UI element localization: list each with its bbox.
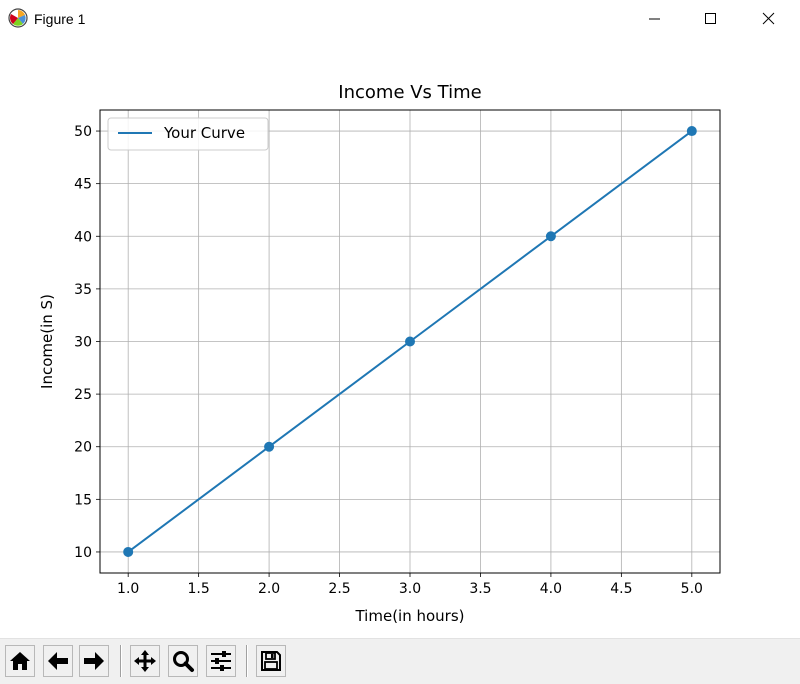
x-tick-label: 3.5 — [469, 581, 491, 597]
figure-canvas[interactable]: 1.0 1.5 2.0 2.5 3.0 3.5 4.0 4.5 5.0 10 15 20 25 30 35 4… — [0, 38, 800, 638]
y-tick-label: 25 — [74, 387, 92, 403]
y-tick-label: 40 — [74, 229, 92, 245]
matplotlib-logo-icon — [8, 8, 28, 28]
home-button[interactable] — [5, 645, 35, 677]
window-title: Figure 1 — [34, 11, 86, 27]
x-axis-label: Time(in hours) — [354, 607, 464, 625]
sliders-icon — [211, 651, 231, 671]
y-axis-label: Income(in S) — [38, 294, 56, 389]
x-tick-label: 3.0 — [399, 581, 421, 597]
minimize-icon — [649, 18, 660, 20]
legend-box — [107, 117, 269, 151]
x-tick-label: 4.5 — [610, 581, 632, 597]
minimize-button[interactable] — [632, 0, 678, 38]
chart-title: Income Vs Time — [338, 82, 481, 103]
arrow-right-icon — [84, 652, 104, 670]
y-tick-label: 50 — [74, 124, 92, 140]
data-point — [545, 231, 556, 242]
magnifier-icon — [173, 651, 194, 672]
zoom-button[interactable] — [168, 645, 198, 677]
close-button[interactable] — [746, 0, 792, 38]
back-button[interactable] — [43, 645, 73, 677]
y-tick-label: 10 — [74, 545, 92, 561]
close-icon — [762, 12, 775, 25]
y-tick-label: 35 — [74, 282, 92, 298]
navigation-toolbar — [0, 638, 800, 684]
maximize-icon — [705, 13, 716, 24]
x-tick-label: 1.0 — [117, 581, 139, 597]
home-icon — [10, 652, 30, 670]
toolbar-separator — [246, 645, 248, 677]
toolbar-separator — [120, 645, 122, 677]
line-chart: 1.0 1.5 2.0 2.5 3.0 3.5 4.0 4.5 5.0 10 15 20 25 30 35 4… — [38, 82, 721, 625]
arrow-left-icon — [48, 652, 68, 670]
y-tick-label: 20 — [74, 440, 92, 456]
configure-subplots-button[interactable] — [206, 645, 236, 677]
maximize-button[interactable] — [688, 0, 734, 38]
x-tick-label: 4.0 — [540, 581, 562, 597]
x-tick-label: 2.0 — [258, 581, 280, 597]
x-tick-label: 5.0 — [681, 581, 703, 597]
data-point — [686, 126, 697, 137]
forward-button[interactable] — [79, 645, 109, 677]
data-point — [123, 546, 134, 557]
axes-frame — [99, 109, 721, 574]
move-icon — [134, 650, 156, 672]
x-tick-label: 1.5 — [188, 581, 210, 597]
y-tick-label: 30 — [74, 335, 92, 351]
y-tick-label: 15 — [74, 492, 92, 508]
save-button[interactable] — [256, 645, 286, 677]
data-point — [264, 441, 275, 452]
legend-label: Your Curve — [163, 124, 245, 142]
data-point — [405, 336, 415, 347]
pan-button[interactable] — [130, 645, 160, 677]
window-titlebar: Figure 1 — [0, 0, 800, 38]
floppy-disk-icon — [261, 651, 281, 671]
y-tick-label: 45 — [74, 177, 92, 193]
x-tick-label: 2.5 — [328, 581, 350, 597]
